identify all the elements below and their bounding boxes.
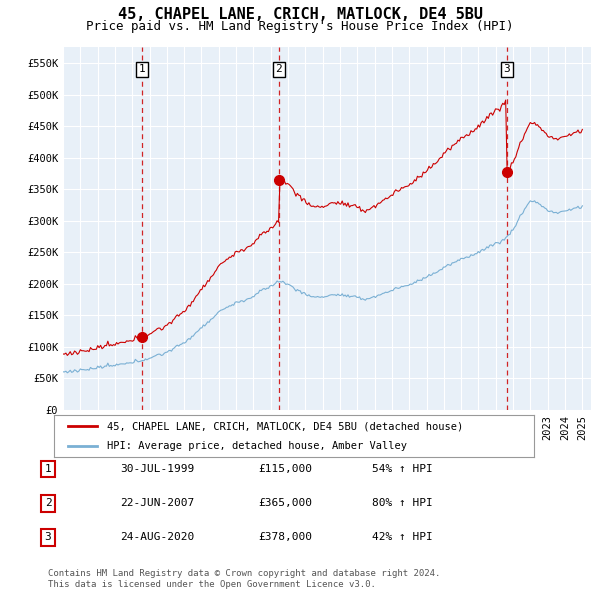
- Text: 30-JUL-1999: 30-JUL-1999: [120, 464, 194, 474]
- Text: 3: 3: [503, 64, 511, 74]
- Text: 3: 3: [44, 533, 52, 542]
- Text: 22-JUN-2007: 22-JUN-2007: [120, 499, 194, 508]
- Text: 2: 2: [275, 64, 282, 74]
- Text: 45, CHAPEL LANE, CRICH, MATLOCK, DE4 5BU (detached house): 45, CHAPEL LANE, CRICH, MATLOCK, DE4 5BU…: [107, 421, 463, 431]
- Text: 1: 1: [44, 464, 52, 474]
- Text: 1: 1: [139, 64, 146, 74]
- Text: £365,000: £365,000: [258, 499, 312, 508]
- Text: £378,000: £378,000: [258, 533, 312, 542]
- Text: Contains HM Land Registry data © Crown copyright and database right 2024.
This d: Contains HM Land Registry data © Crown c…: [48, 569, 440, 589]
- Text: 42% ↑ HPI: 42% ↑ HPI: [372, 533, 433, 542]
- Text: 54% ↑ HPI: 54% ↑ HPI: [372, 464, 433, 474]
- Text: HPI: Average price, detached house, Amber Valley: HPI: Average price, detached house, Ambe…: [107, 441, 407, 451]
- Text: 80% ↑ HPI: 80% ↑ HPI: [372, 499, 433, 508]
- Text: 24-AUG-2020: 24-AUG-2020: [120, 533, 194, 542]
- Text: £115,000: £115,000: [258, 464, 312, 474]
- Text: 45, CHAPEL LANE, CRICH, MATLOCK, DE4 5BU: 45, CHAPEL LANE, CRICH, MATLOCK, DE4 5BU: [118, 7, 482, 22]
- Text: Price paid vs. HM Land Registry's House Price Index (HPI): Price paid vs. HM Land Registry's House …: [86, 20, 514, 33]
- Text: 2: 2: [44, 499, 52, 508]
